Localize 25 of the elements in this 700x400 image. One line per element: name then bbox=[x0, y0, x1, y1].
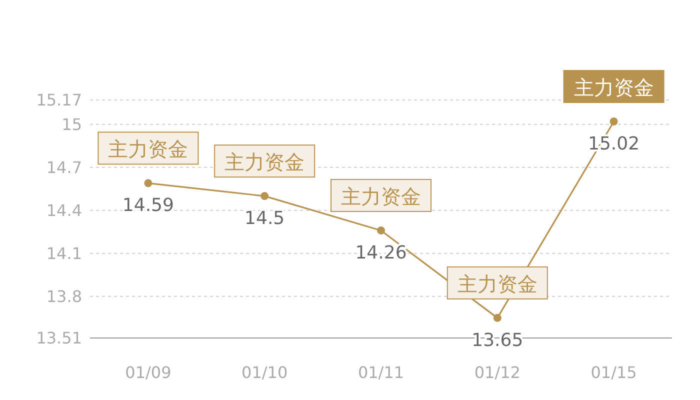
annotation: 主力资金 bbox=[574, 76, 654, 100]
point bbox=[144, 179, 152, 188]
annotation: 主力资金 bbox=[457, 272, 538, 296]
data-label: 14.5 bbox=[244, 208, 285, 230]
data-label: 14.59 bbox=[122, 195, 174, 216]
y-tick-label: 15 bbox=[62, 114, 82, 134]
point bbox=[377, 226, 385, 234]
point bbox=[260, 192, 269, 200]
point bbox=[493, 314, 502, 322]
point bbox=[610, 118, 618, 126]
x-tick-label: 01/15 bbox=[590, 363, 637, 382]
x-tick-label: 01/10 bbox=[242, 363, 288, 382]
x-tick-label: 01/11 bbox=[358, 363, 404, 382]
annotation: 主力资金 bbox=[224, 150, 305, 174]
y-tick-label: 13.51 bbox=[36, 328, 82, 348]
y-tick-label: 15.17 bbox=[36, 90, 82, 110]
y-tick-label: 14.1 bbox=[46, 244, 82, 264]
annotation: 主力资金 bbox=[341, 184, 421, 208]
y-tick-label: 14.4 bbox=[46, 201, 82, 220]
y-tick-label: 13.8 bbox=[46, 287, 82, 306]
x-tick-label: 01/12 bbox=[474, 363, 520, 382]
data-label: 14.26 bbox=[355, 242, 407, 264]
y-tick-label: 14.7 bbox=[46, 158, 82, 177]
x-tick-label: 01/09 bbox=[125, 363, 172, 382]
annotation: 主力资金 bbox=[108, 137, 188, 162]
